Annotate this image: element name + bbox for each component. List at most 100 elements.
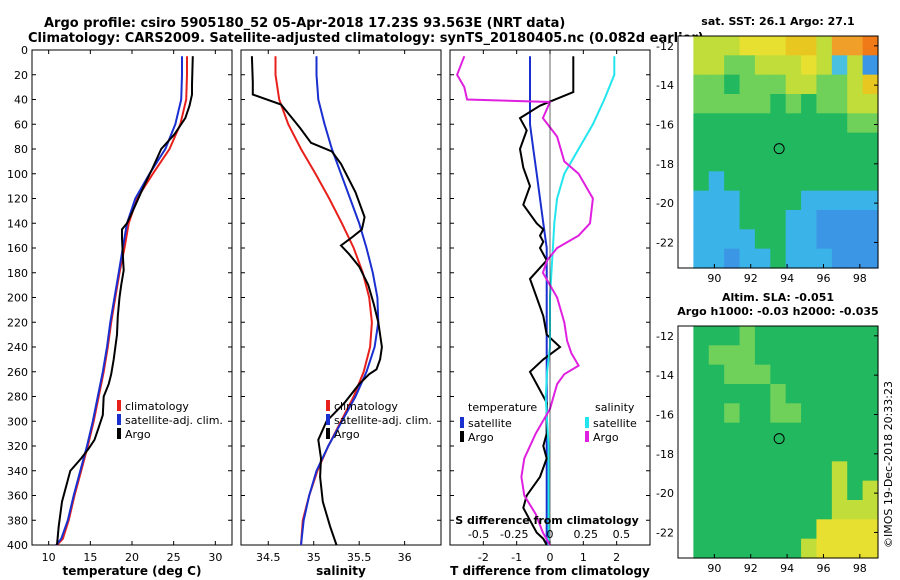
y-tick-label: 100 bbox=[7, 168, 28, 181]
map-cell bbox=[678, 94, 694, 114]
map-cell bbox=[770, 364, 787, 385]
map-cell bbox=[816, 36, 833, 56]
figure-title-line2: Climatology: CARS2009. Satellite-adjuste… bbox=[28, 31, 704, 46]
legend-label: Argo bbox=[468, 431, 494, 444]
map-title: sat. SST: 26.1 Argo: 27.1 bbox=[701, 15, 854, 28]
map-cell bbox=[801, 36, 818, 56]
map-cell bbox=[708, 248, 725, 269]
map-cell bbox=[754, 132, 771, 153]
map-cell bbox=[693, 94, 710, 114]
map-cell bbox=[724, 384, 741, 404]
map-cell bbox=[801, 55, 818, 76]
map-cell bbox=[693, 326, 710, 346]
map-cell bbox=[754, 345, 771, 366]
map-cell bbox=[678, 403, 694, 424]
salinity-panel: 34.5 35 35.5 36 salinity climatologysatellite… bbox=[240, 49, 442, 578]
map-cell bbox=[739, 36, 756, 56]
map-cell bbox=[862, 229, 879, 250]
map-cell bbox=[693, 442, 710, 462]
y-tick-label: 320 bbox=[7, 440, 28, 453]
map-title: Altim. SLA: -0.051 bbox=[722, 291, 834, 304]
map-y-tick-label: -18 bbox=[656, 158, 674, 171]
map-cell bbox=[724, 326, 741, 346]
map-cell bbox=[862, 171, 879, 192]
map-y-tick-label: -14 bbox=[656, 369, 674, 382]
map-cell bbox=[678, 384, 694, 404]
x-tick-label: 20 bbox=[125, 551, 139, 564]
map-cell bbox=[816, 113, 833, 134]
map-cell bbox=[708, 519, 725, 540]
x2-tick-label: 0.25 bbox=[573, 528, 598, 541]
y-tick-label: 0 bbox=[21, 44, 28, 57]
map-cell bbox=[770, 345, 787, 366]
legend-label: satellite bbox=[593, 417, 637, 430]
map-x-tick-label: 94 bbox=[780, 562, 794, 575]
map-cell bbox=[801, 152, 818, 172]
map-cell bbox=[724, 500, 741, 520]
map-cell bbox=[693, 190, 710, 211]
map-cell bbox=[770, 55, 787, 76]
map-cell bbox=[724, 422, 741, 443]
map-cell bbox=[770, 500, 787, 520]
x-tick-label: 2 bbox=[613, 551, 620, 564]
map-cell bbox=[816, 152, 833, 172]
map-cell bbox=[847, 326, 864, 346]
map-cell bbox=[831, 74, 848, 95]
map-cell bbox=[816, 132, 833, 153]
map-cell bbox=[708, 384, 725, 404]
map-cell bbox=[785, 480, 802, 501]
map-cell bbox=[739, 74, 756, 95]
y-tick-label: 280 bbox=[7, 391, 28, 404]
x-tick-label: 10 bbox=[42, 551, 56, 564]
map-cell bbox=[785, 461, 802, 482]
map-cell bbox=[754, 422, 771, 443]
map-cell bbox=[831, 94, 848, 114]
map-cell bbox=[724, 403, 741, 424]
imos-credit: ©IMOS 19-Dec-2018 20:33:23 bbox=[882, 381, 895, 548]
map-cell bbox=[816, 171, 833, 192]
map-cell bbox=[678, 461, 694, 482]
map-cell bbox=[801, 364, 818, 385]
map-cell bbox=[816, 345, 833, 366]
map-cell bbox=[862, 74, 879, 95]
y-tick-label: 260 bbox=[7, 366, 28, 379]
legend-swatch bbox=[117, 400, 121, 411]
map-cell bbox=[770, 229, 787, 250]
map-cell bbox=[708, 364, 725, 385]
map-cell bbox=[678, 538, 694, 559]
map-cell bbox=[693, 113, 710, 134]
legend-label: climatology bbox=[125, 400, 189, 413]
temperature-panel: 0 20 40 60 80 100 120 140 160 180 200 220 240 260 280 3… bbox=[7, 44, 233, 578]
map-cell bbox=[770, 74, 787, 95]
map-cell bbox=[785, 36, 802, 56]
y-tick-label: 60 bbox=[14, 118, 28, 131]
map-cell bbox=[816, 364, 833, 385]
map-cell bbox=[831, 248, 848, 269]
x-tick-label: 36 bbox=[398, 551, 412, 564]
map-cell bbox=[847, 480, 864, 501]
map-cell bbox=[693, 345, 710, 366]
map-cell bbox=[739, 345, 756, 366]
legend-swatch bbox=[585, 431, 589, 442]
map-cell bbox=[708, 345, 725, 366]
map-cell bbox=[739, 132, 756, 153]
map-cell bbox=[678, 422, 694, 443]
map-cell bbox=[785, 500, 802, 520]
map-cell bbox=[678, 326, 694, 346]
map-cell bbox=[678, 500, 694, 520]
map-cell bbox=[678, 519, 694, 540]
map-x-tick-label: 92 bbox=[744, 562, 758, 575]
map-cell bbox=[816, 461, 833, 482]
map-cell bbox=[801, 190, 818, 211]
map-cell bbox=[724, 94, 741, 114]
map-cell bbox=[754, 152, 771, 172]
map-cell bbox=[862, 461, 879, 482]
map-cell bbox=[754, 519, 771, 540]
map-cell bbox=[801, 500, 818, 520]
map-cell bbox=[724, 132, 741, 153]
map-cell bbox=[708, 461, 725, 482]
map-cell bbox=[801, 74, 818, 95]
map-cell bbox=[847, 210, 864, 230]
x2-tick-label: 0.5 bbox=[613, 528, 631, 541]
